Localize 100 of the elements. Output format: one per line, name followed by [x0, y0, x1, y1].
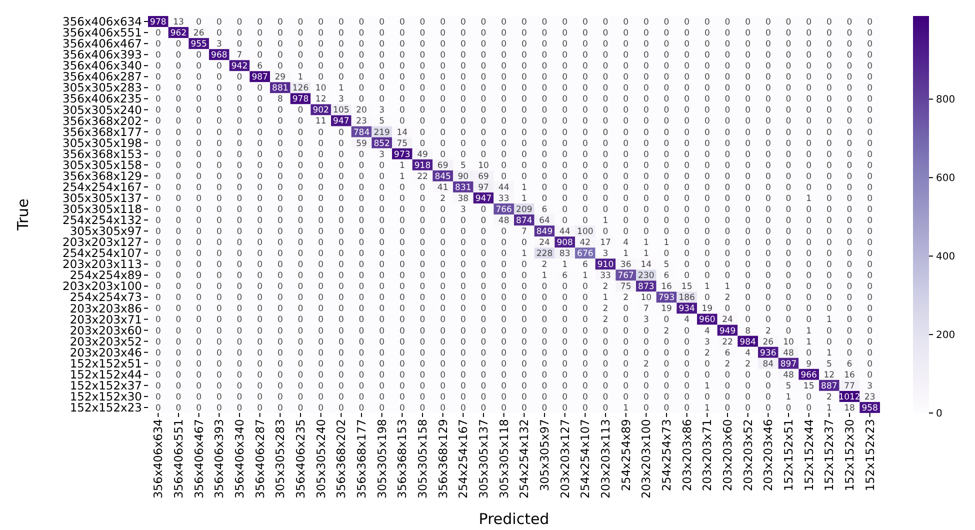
data-label: 0	[846, 94, 852, 105]
data-label: 1	[582, 271, 588, 282]
data-label: 0	[480, 128, 486, 138]
data-label: 0	[704, 72, 710, 83]
data-label: 0	[196, 62, 202, 72]
data-label: 0	[724, 116, 730, 127]
data-label: 0	[501, 359, 507, 370]
data-label: 0	[582, 160, 588, 171]
data-label: 0	[440, 260, 446, 270]
data-label: 0	[562, 370, 568, 380]
data-label: 0	[277, 204, 283, 215]
x-tick-label: 203x203x46	[761, 419, 776, 492]
data-label: 0	[704, 50, 710, 61]
data-label: 15	[681, 282, 692, 292]
data-label: 0	[745, 138, 751, 149]
data-label: 0	[216, 370, 222, 380]
data-label: 0	[277, 40, 283, 50]
data-label: 0	[704, 128, 710, 138]
data-label: 0	[643, 160, 649, 171]
data-label: 0	[846, 348, 852, 358]
data-label: 0	[298, 28, 304, 39]
data-label: 228	[536, 249, 553, 260]
data-label: 0	[724, 172, 730, 182]
data-label: 0	[216, 28, 222, 39]
data-label: 0	[440, 238, 446, 248]
data-label: 0	[298, 62, 304, 72]
data-label: 0	[460, 381, 466, 392]
data-label: 2	[724, 359, 730, 370]
data-label: 0	[420, 204, 426, 215]
data-label: 955	[190, 40, 207, 50]
data-label: 0	[196, 392, 202, 402]
data-label: 0	[542, 194, 548, 204]
data-label: 0	[440, 370, 446, 380]
data-label: 852	[374, 138, 390, 149]
data-label: 0	[236, 271, 242, 282]
data-label: 0	[155, 249, 161, 260]
data-label: 0	[867, 293, 873, 304]
data-label: 0	[420, 28, 426, 39]
data-label: 0	[867, 150, 873, 160]
data-label: 0	[440, 249, 446, 260]
data-label: 0	[358, 94, 364, 105]
data-label: 0	[582, 84, 588, 94]
data-label: 0	[602, 392, 608, 402]
data-label: 0	[623, 50, 629, 61]
data-label: 0	[420, 293, 426, 304]
data-label: 0	[460, 116, 466, 127]
x-tick-label: 305x305x137	[476, 419, 491, 498]
data-label: 0	[236, 348, 242, 358]
data-label: 0	[216, 326, 222, 336]
data-label: 0	[399, 216, 405, 226]
data-label: 0	[277, 359, 283, 370]
data-label: 0	[867, 160, 873, 171]
data-label: 0	[562, 392, 568, 402]
data-label: 0	[806, 106, 812, 116]
data-label: 0	[602, 403, 608, 414]
data-label: 1	[623, 249, 629, 260]
data-label: 0	[379, 359, 385, 370]
data-label: 0	[602, 182, 608, 193]
data-label: 38	[458, 194, 469, 204]
data-label: 0	[704, 293, 710, 304]
data-label: 0	[460, 293, 466, 304]
data-label: 0	[806, 282, 812, 292]
data-label: 0	[745, 216, 751, 226]
data-label: 0	[176, 326, 182, 336]
data-label: 0	[298, 40, 304, 50]
data-label: 0	[338, 271, 344, 282]
data-label: 0	[379, 194, 385, 204]
data-label: 0	[684, 84, 690, 94]
data-label: 0	[846, 84, 852, 94]
data-label: 0	[277, 150, 283, 160]
data-label: 0	[399, 194, 405, 204]
data-label: 0	[521, 403, 527, 414]
data-label: 0	[724, 381, 730, 392]
data-label: 0	[277, 249, 283, 260]
data-label: 0	[460, 403, 466, 414]
data-label: 0	[318, 128, 324, 138]
data-label: 887	[821, 381, 838, 392]
data-label: 0	[846, 293, 852, 304]
data-label: 0	[196, 106, 202, 116]
data-label: 0	[358, 227, 364, 238]
data-label: 0	[501, 403, 507, 414]
data-label: 0	[562, 359, 568, 370]
data-label: 0	[542, 84, 548, 94]
data-label: 0	[562, 326, 568, 336]
data-label: 0	[542, 17, 548, 28]
data-label: 0	[542, 348, 548, 358]
data-label: 22	[417, 172, 428, 182]
x-tick-label: 152x152x51	[782, 419, 796, 492]
data-label: 0	[480, 94, 486, 105]
data-label: 0	[623, 150, 629, 160]
data-label: 0	[257, 138, 263, 149]
data-label: 0	[298, 128, 304, 138]
data-label: 0	[521, 370, 527, 380]
data-label: 0	[379, 337, 385, 348]
data-label: 0	[257, 315, 263, 326]
data-label: 0	[826, 72, 832, 83]
data-label: 960	[699, 315, 716, 326]
data-label: 75	[620, 282, 632, 292]
x-tick-label: 203x203x113	[598, 419, 613, 498]
data-label: 0	[399, 116, 405, 127]
